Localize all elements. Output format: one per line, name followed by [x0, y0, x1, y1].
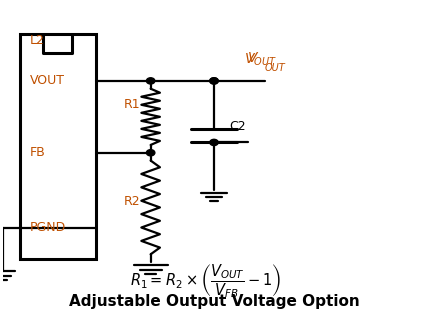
Text: L2: L2 — [30, 34, 45, 47]
Circle shape — [146, 78, 155, 84]
Circle shape — [210, 78, 218, 84]
Text: R2: R2 — [123, 195, 140, 208]
Text: FB: FB — [30, 146, 46, 159]
FancyBboxPatch shape — [20, 34, 96, 259]
Text: OUT: OUT — [265, 63, 285, 73]
Text: V: V — [248, 51, 257, 65]
Text: $R_1 = R_2 \times \left(\dfrac{V_{OUT}}{V_{FB}} - 1\right)$: $R_1 = R_2 \times \left(\dfrac{V_{OUT}}{… — [130, 262, 281, 300]
Circle shape — [210, 139, 218, 146]
Circle shape — [146, 150, 155, 156]
Text: VOUT: VOUT — [30, 74, 65, 87]
Circle shape — [210, 78, 218, 84]
Text: R1: R1 — [123, 98, 140, 111]
Text: PGND: PGND — [30, 221, 66, 234]
Text: Adjustable Output Voltage Option: Adjustable Output Voltage Option — [68, 294, 360, 309]
Text: C2: C2 — [229, 120, 245, 133]
Text: $\mathdefault{V}_{\mathdefault{OUT}}$: $\mathdefault{V}_{\mathdefault{OUT}}$ — [244, 52, 276, 68]
